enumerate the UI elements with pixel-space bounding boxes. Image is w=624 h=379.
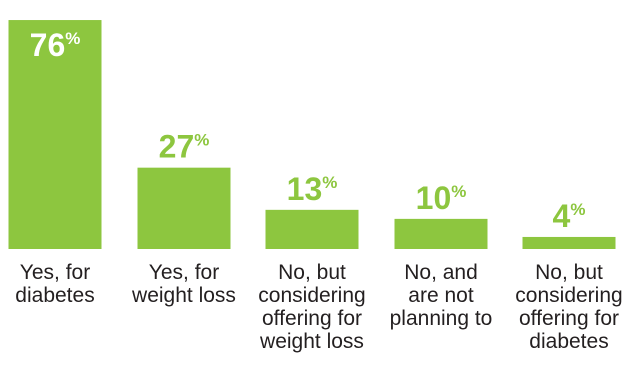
category-label-line: weight loss bbox=[131, 284, 236, 307]
category-label-line: considering bbox=[258, 284, 365, 307]
bar-3 bbox=[265, 209, 359, 249]
value-label-1: 76% bbox=[30, 27, 81, 63]
category-label-1: Yes, for diabetes bbox=[15, 261, 94, 307]
value-number: 76 bbox=[30, 27, 66, 63]
bar-4 bbox=[394, 218, 488, 249]
category-label-line: No, but bbox=[535, 261, 603, 284]
value-number: 10 bbox=[416, 180, 452, 216]
value-label-4: 10% bbox=[416, 180, 467, 216]
category-label-line: diabetes bbox=[15, 284, 94, 307]
category-label-line: No, and bbox=[404, 261, 478, 284]
value-number: 27 bbox=[159, 129, 195, 165]
value-number: 4 bbox=[553, 198, 571, 234]
value-label-2: 27% bbox=[159, 129, 210, 165]
category-label-line: offering for bbox=[262, 307, 362, 330]
category-label-2: Yes, for weight loss bbox=[131, 261, 236, 307]
category-label-line: planning to bbox=[390, 307, 493, 330]
bar-5 bbox=[522, 236, 616, 249]
category-label-line: are not bbox=[408, 284, 474, 307]
value-percent-sign: % bbox=[451, 182, 466, 201]
value-label-3: 13% bbox=[287, 171, 338, 207]
category-label-5: No, but considering offering for diabetes bbox=[515, 261, 622, 353]
category-label-line: Yes, for bbox=[20, 261, 90, 284]
category-label-line: offering for bbox=[519, 307, 619, 330]
category-label-line: No, but bbox=[278, 261, 346, 284]
value-percent-sign: % bbox=[65, 29, 80, 48]
value-percent-sign: % bbox=[194, 131, 209, 150]
category-label-line: weight loss bbox=[259, 330, 364, 353]
value-number: 13 bbox=[287, 171, 323, 207]
value-percent-sign: % bbox=[322, 173, 337, 192]
category-label-line: diabetes bbox=[529, 330, 608, 353]
category-label-line: considering bbox=[515, 284, 622, 307]
value-percent-sign: % bbox=[570, 200, 585, 219]
bar-2 bbox=[137, 167, 231, 249]
value-label-5: 4% bbox=[553, 198, 586, 234]
category-label-3: No, but considering offering for weight los… bbox=[258, 261, 365, 353]
category-label-line: Yes, for bbox=[149, 261, 219, 284]
bar-1 bbox=[8, 20, 102, 249]
category-label-4: No, and are not planning to bbox=[390, 261, 493, 330]
